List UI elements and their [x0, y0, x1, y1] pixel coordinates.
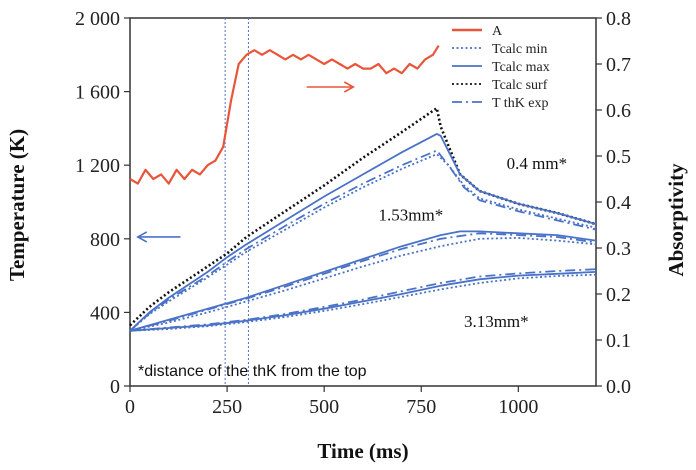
arrow-1 [306, 81, 355, 93]
tick-labels: 0 250 500 750 1000 0 400 800 1 200 1 600 2 000 0.0 0… [75, 8, 631, 418]
y-right-tick-label: 0.8 [606, 8, 631, 30]
x-axis-title: Time (ms) [317, 439, 408, 463]
annotation-1-53mm: 1.53mm* [379, 205, 444, 224]
annotation-3-13mm: 3.13mm* [464, 312, 529, 331]
series-t-thk-exp-0-4-mm [129, 149, 597, 332]
y-left-tick-label: 2 000 [75, 8, 120, 30]
x-tick-label: 250 [212, 396, 242, 418]
legend: A Tcalc min Tcalc max Tcalc surf T thK exp [452, 24, 550, 111]
axis-ticks [124, 17, 602, 392]
x-tick-label: 0 [125, 396, 135, 418]
series-t-thk-exp-1-53mm [129, 232, 597, 332]
y-left-tick-label: 0 [110, 376, 120, 398]
legend-label: T thK exp [492, 96, 549, 111]
y-left-tick-label: 1 600 [75, 82, 120, 104]
legend-item-tcalc-max: Tcalc max [452, 60, 550, 75]
series-absorptivity [129, 45, 440, 185]
y-right-tick-label: 0.2 [606, 284, 631, 306]
legend-label: Tcalc surf [492, 78, 548, 93]
series-lines [129, 45, 597, 332]
y-right-tick-label: 0.1 [606, 330, 631, 352]
legend-label: Tcalc max [492, 60, 550, 75]
y-axis-right-title: Absorptivity [664, 163, 688, 277]
legend-item-a: A [452, 24, 503, 39]
legend-item-tcalc-min: Tcalc min [452, 42, 547, 57]
y-right-tick-label: 0.0 [606, 376, 631, 398]
annotation-0-4-mm: 0.4 mm* [507, 154, 567, 173]
y-right-tick-label: 0.7 [606, 54, 631, 76]
x-tick-label: 500 [309, 396, 339, 418]
arrow-2 [136, 231, 181, 243]
y-right-tick-label: 0.6 [606, 100, 631, 122]
y-right-tick-label: 0.4 [606, 192, 631, 214]
y-right-tick-label: 0.3 [606, 238, 631, 260]
y-left-tick-label: 1 200 [75, 155, 120, 177]
legend-item-tcalc-surf: Tcalc surf [452, 78, 548, 93]
series-tcalc-min-3-13mm [129, 273, 597, 332]
direction-arrows [136, 81, 355, 243]
footnote: *distance of the thK from the top [138, 363, 367, 380]
legend-label: A [492, 24, 503, 39]
annotations: 0.4 mm* 1.53mm* 3.13mm* [379, 154, 568, 331]
y-right-tick-label: 0.5 [606, 146, 631, 168]
vertical-marker-lines [224, 18, 249, 386]
y-left-tick-label: 800 [90, 229, 120, 251]
series-t-thk-exp-3-13mm [129, 268, 597, 332]
x-tick-label: 750 [406, 396, 436, 418]
legend-item-t-thk-exp: T thK exp [452, 96, 549, 111]
y-left-tick-label: 400 [90, 302, 120, 324]
x-tick-label: 1000 [498, 396, 538, 418]
y-axis-left-title: Temperature (K) [5, 129, 29, 281]
legend-label: Tcalc min [492, 42, 547, 57]
series-tcalc-max-0-4-mm [129, 133, 597, 332]
